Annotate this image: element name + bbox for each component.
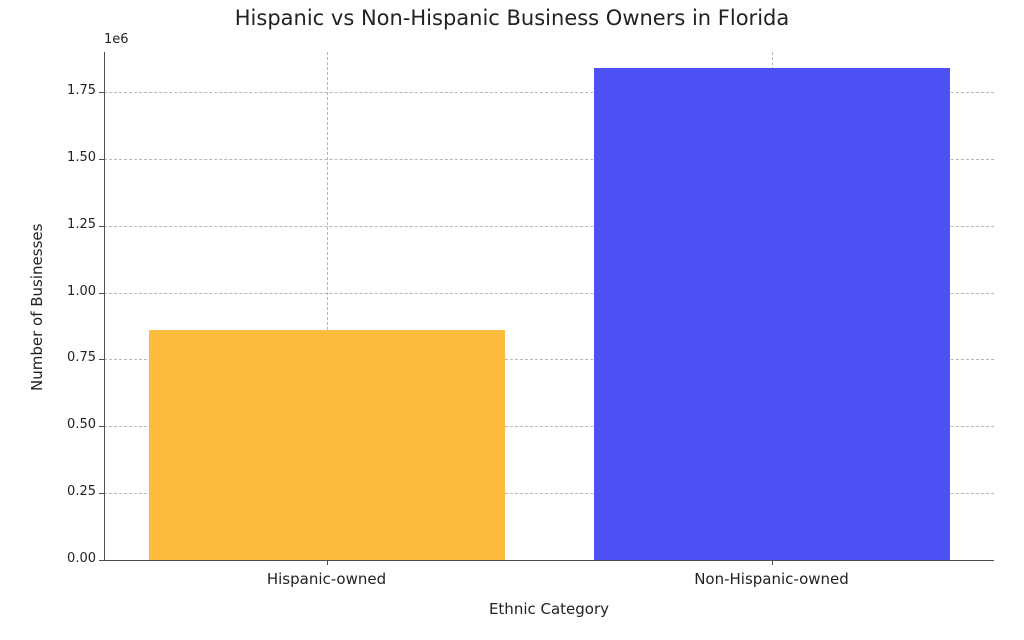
- x-tick-label: Non-Hispanic-owned: [652, 570, 892, 588]
- y-tick-label: 0.75: [46, 350, 96, 365]
- y-scientific-notation: 1e6: [104, 32, 129, 47]
- bar: [594, 68, 950, 560]
- x-tick-label: Hispanic-owned: [207, 570, 447, 588]
- y-tick-label: 1.50: [46, 150, 96, 165]
- plot-area: [104, 52, 994, 560]
- chart-container: Hispanic vs Non-Hispanic Business Owners…: [0, 0, 1024, 640]
- chart-title: Hispanic vs Non-Hispanic Business Owners…: [0, 6, 1024, 30]
- y-tick-label: 1.75: [46, 83, 96, 98]
- y-tick-label: 1.25: [46, 217, 96, 232]
- y-axis-spine: [104, 52, 105, 560]
- y-tick-label: 1.00: [46, 284, 96, 299]
- bar: [149, 330, 505, 560]
- y-axis-label: Number of Businesses: [28, 224, 46, 391]
- y-tick-label: 0.25: [46, 484, 96, 499]
- x-axis-label: Ethnic Category: [104, 600, 994, 618]
- y-tick-label: 0.00: [46, 551, 96, 566]
- x-axis-spine: [104, 560, 994, 561]
- y-tick-label: 0.50: [46, 417, 96, 432]
